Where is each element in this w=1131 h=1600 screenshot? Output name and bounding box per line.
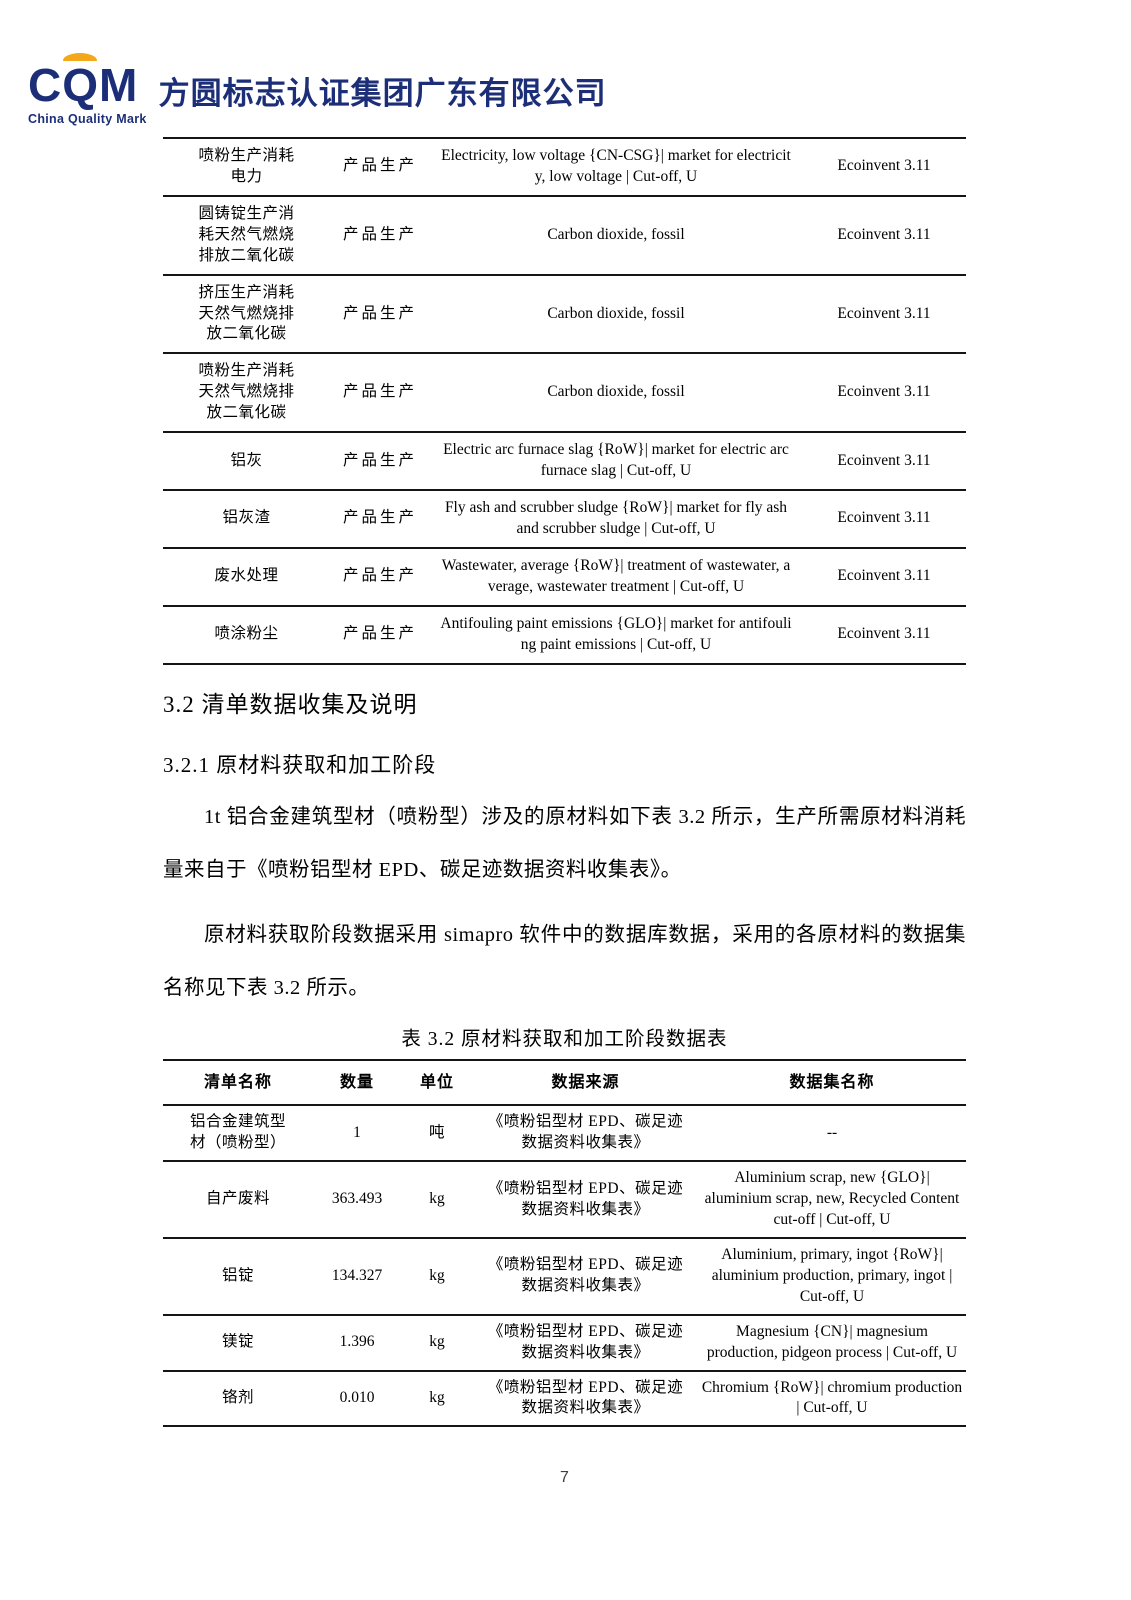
table-row: 喷粉生产消耗天然气燃烧排放二氧化碳 产品生产 Carbon dioxide, f… bbox=[163, 353, 966, 434]
column-header-dataset-name: 数据集名称 bbox=[698, 1059, 966, 1107]
data-source: 《喷粉铝型材 EPD、碳足迹数据资料收集表》 bbox=[487, 1378, 684, 1417]
table-row: 喷涂粉尘 产品生产 Antifouling paint emissions {G… bbox=[163, 605, 966, 665]
database-name: Ecoinvent 3.11 bbox=[837, 383, 931, 401]
item-name: 铝灰 bbox=[230, 451, 263, 469]
unit-value: kg bbox=[429, 1388, 445, 1406]
table-row: 镁锭 1.396 kg 《喷粉铝型材 EPD、碳足迹数据资料收集表》 Magne… bbox=[163, 1314, 966, 1372]
paragraph-raw-materials: 1t 铝合金建筑型材（喷粉型）涉及的原材料如下表 3.2 所示，生产所需原材料消… bbox=[163, 805, 966, 881]
table-row: 铝锭 134.327 kg 《喷粉铝型材 EPD、碳足迹数据资料收集表》 Alu… bbox=[163, 1237, 966, 1316]
section-heading-3-2: 3.2 清单数据收集及说明 bbox=[163, 691, 418, 717]
data-source: 《喷粉铝型材 EPD、碳足迹数据资料收集表》 bbox=[487, 1256, 684, 1295]
column-header-data-source: 数据来源 bbox=[473, 1059, 698, 1107]
logo-subtitle: China Quality Mark bbox=[28, 112, 147, 126]
table-3-2-caption: 表 3.2 原材料获取和加工阶段数据表 bbox=[401, 1028, 728, 1050]
stage-label: 产品生产 bbox=[342, 625, 417, 643]
dataset-name: Carbon dioxide, fossil bbox=[547, 225, 685, 243]
stage-label: 产品生产 bbox=[342, 157, 417, 175]
table-row: 废水处理 产品生产 Wastewater, average {RoW}| tre… bbox=[163, 547, 966, 607]
database-name: Ecoinvent 3.11 bbox=[837, 509, 931, 527]
inventory-dataset-table-continued: 喷粉生产消耗电力 产品生产 Electricity, low voltage {… bbox=[163, 137, 966, 665]
dataset-name: Carbon dioxide, fossil bbox=[547, 304, 685, 322]
unit-value: kg bbox=[429, 1266, 445, 1284]
dataset-name: Aluminium, primary, ingot {RoW}| alumini… bbox=[711, 1245, 953, 1305]
data-source: 《喷粉铝型材 EPD、碳足迹数据资料收集表》 bbox=[487, 1179, 684, 1218]
table-row: 铝灰 产品生产 Electric arc furnace slag {RoW}|… bbox=[163, 432, 966, 491]
stage-label: 产品生产 bbox=[342, 383, 417, 401]
logo-arc-icon bbox=[63, 53, 97, 68]
stage-label: 产品生产 bbox=[342, 225, 417, 243]
item-name: 镁锭 bbox=[221, 1333, 254, 1351]
data-source: 《喷粉铝型材 EPD、碳足迹数据资料收集表》 bbox=[487, 1113, 684, 1152]
item-name: 废水处理 bbox=[214, 567, 279, 585]
item-name: 喷粉生产消耗电力 bbox=[198, 147, 295, 185]
unit-value: kg bbox=[429, 1333, 445, 1351]
item-name: 挤压生产消耗天然气燃烧排放二氧化碳 bbox=[198, 283, 295, 343]
database-name: Ecoinvent 3.11 bbox=[837, 304, 931, 322]
dataset-name: Aluminium scrap, new {GLO}| aluminium sc… bbox=[704, 1169, 960, 1228]
quantity-value: 0.010 bbox=[339, 1388, 375, 1406]
database-name: Ecoinvent 3.11 bbox=[837, 225, 931, 243]
cqm-logo-block: CQM China Quality Mark bbox=[28, 53, 147, 126]
item-name: 铬剂 bbox=[221, 1388, 254, 1406]
item-name: 铝灰渣 bbox=[222, 509, 271, 527]
page-number: 7 bbox=[560, 1469, 569, 1487]
document-header: CQM China Quality Mark 方圆标志认证集团广东有限公司 bbox=[0, 0, 1131, 137]
quantity-value: 1 bbox=[353, 1123, 361, 1141]
column-header-item-name: 清单名称 bbox=[163, 1059, 313, 1107]
stage-label: 产品生产 bbox=[342, 509, 417, 527]
paragraph-simapro: 原材料获取阶段数据采用 simapro 软件中的数据库数据，采用的各原材料的数据… bbox=[163, 924, 966, 1000]
item-name: 喷涂粉尘 bbox=[214, 625, 279, 643]
column-header-quantity: 数量 bbox=[313, 1059, 401, 1107]
unit-value: 吨 bbox=[428, 1123, 445, 1141]
dataset-name: Magnesium {CN}| magnesium production, pi… bbox=[706, 1322, 958, 1361]
company-logo: CQM China Quality Mark 方圆标志认证集团广东有限公司 bbox=[28, 53, 1131, 126]
database-name: Ecoinvent 3.11 bbox=[837, 451, 931, 469]
table-header-row: 清单名称 数量 单位 数据来源 数据集名称 bbox=[163, 1059, 966, 1107]
quantity-value: 134.327 bbox=[331, 1266, 383, 1284]
table-row: 喷粉生产消耗电力 产品生产 Electricity, low voltage {… bbox=[163, 138, 966, 197]
database-name: Ecoinvent 3.11 bbox=[837, 625, 931, 643]
dataset-name: Chromium {RoW}| chromium production | Cu… bbox=[701, 1378, 963, 1417]
dataset-name: Antifouling paint emissions {GLO}| marke… bbox=[440, 614, 792, 653]
unit-value: kg bbox=[429, 1190, 445, 1208]
item-name: 铝合金建筑型材（喷粉型） bbox=[189, 1113, 286, 1152]
item-name: 自产废料 bbox=[205, 1190, 270, 1208]
dataset-name: -- bbox=[826, 1123, 838, 1141]
item-name: 圆铸锭生产消耗天然气燃烧排放二氧化碳 bbox=[198, 204, 295, 264]
quantity-value: 1.396 bbox=[339, 1333, 375, 1351]
database-name: Ecoinvent 3.11 bbox=[837, 567, 931, 585]
column-header-unit: 单位 bbox=[401, 1059, 473, 1107]
table-row: 铝合金建筑型材（喷粉型） 1 吨 《喷粉铝型材 EPD、碳足迹数据资料收集表》 … bbox=[163, 1105, 966, 1163]
item-name: 铝锭 bbox=[221, 1266, 254, 1284]
page-content: 喷粉生产消耗电力 产品生产 Electricity, low voltage {… bbox=[163, 137, 966, 1487]
dataset-name: Electric arc furnace slag {RoW}| market … bbox=[443, 441, 789, 480]
company-name: 方圆标志认证集团广东有限公司 bbox=[158, 76, 607, 111]
table-row: 圆铸锭生产消耗天然气燃烧排放二氧化碳 产品生产 Carbon dioxide, … bbox=[163, 195, 966, 276]
logo-acronym: CQM bbox=[28, 59, 139, 111]
stage-label: 产品生产 bbox=[342, 567, 417, 585]
stage-label: 产品生产 bbox=[342, 304, 417, 322]
dataset-name: Carbon dioxide, fossil bbox=[547, 383, 685, 401]
dataset-name: Fly ash and scrubber sludge {RoW}| marke… bbox=[444, 498, 788, 537]
table-row: 自产废料 363.493 kg 《喷粉铝型材 EPD、碳足迹数据资料收集表》 A… bbox=[163, 1161, 966, 1239]
dataset-name: Electricity, low voltage {CN-CSG}| marke… bbox=[441, 147, 791, 185]
quantity-value: 363.493 bbox=[331, 1190, 383, 1208]
raw-material-data-table: 清单名称 数量 单位 数据来源 数据集名称 铝合金建筑型材（喷粉型） 1 吨 《… bbox=[163, 1058, 966, 1428]
table-row: 挤压生产消耗天然气燃烧排放二氧化碳 产品生产 Carbon dioxide, f… bbox=[163, 274, 966, 355]
item-name: 喷粉生产消耗天然气燃烧排放二氧化碳 bbox=[198, 362, 295, 422]
table-row: 铝灰渣 产品生产 Fly ash and scrubber sludge {Ro… bbox=[163, 489, 966, 549]
table-row: 铬剂 0.010 kg 《喷粉铝型材 EPD、碳足迹数据资料收集表》 Chrom… bbox=[163, 1371, 966, 1427]
database-name: Ecoinvent 3.11 bbox=[837, 157, 931, 175]
data-source: 《喷粉铝型材 EPD、碳足迹数据资料收集表》 bbox=[487, 1322, 684, 1361]
dataset-name: Wastewater, average {RoW}| treatment of … bbox=[441, 556, 791, 595]
stage-label: 产品生产 bbox=[342, 451, 417, 469]
section-heading-3-2-1: 3.2.1 原材料获取和加工阶段 bbox=[163, 752, 437, 777]
